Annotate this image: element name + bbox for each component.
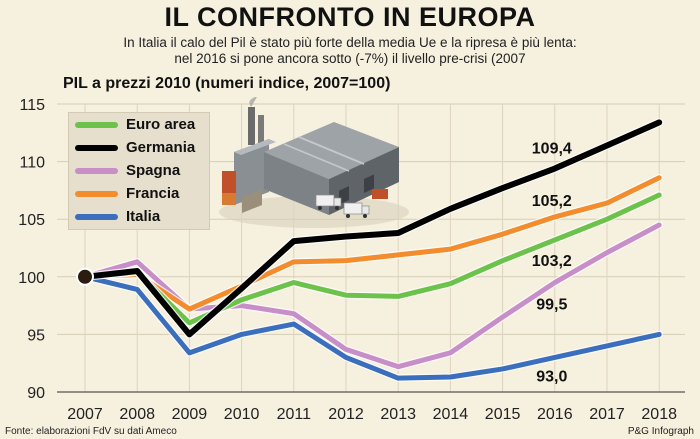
axis-layer: 90 95 100 105 110 115 2007 2008 2009 2010 2011 2012… bbox=[18, 97, 685, 423]
data-label: 93,0 bbox=[536, 368, 567, 385]
x-tick-label: 2014 bbox=[433, 406, 469, 423]
x-tick-label: 2013 bbox=[380, 406, 416, 423]
series-line-francia bbox=[82, 175, 662, 312]
x-tick-label: 2008 bbox=[119, 406, 155, 423]
legend-item-germania: Germania bbox=[69, 136, 209, 159]
legend-swatch bbox=[75, 144, 118, 151]
legend-label: Euro area bbox=[126, 116, 196, 133]
origin-point-marker bbox=[76, 267, 94, 286]
legend-swatch bbox=[75, 121, 118, 128]
warehouse-factory-illustration bbox=[219, 97, 409, 228]
x-tick-label: 2009 bbox=[172, 406, 208, 423]
legend-swatch bbox=[75, 190, 118, 197]
legend-label: Francia bbox=[126, 185, 180, 202]
series-line-germania bbox=[82, 119, 663, 338]
series-layer bbox=[76, 118, 664, 382]
subtitle: In Italia il calo del Pil è stato più fo… bbox=[0, 35, 700, 67]
x-tick-label: 2015 bbox=[485, 406, 521, 423]
data-label-layer: 103,2 109,4 99,5 105,2 93,0 bbox=[532, 141, 572, 386]
y-tick-label: 105 bbox=[18, 212, 45, 229]
legend-label: Italia bbox=[126, 208, 161, 225]
legend-item-spagna: Spagna bbox=[69, 159, 209, 182]
x-tick-label: 2016 bbox=[537, 406, 573, 423]
subtitle-line-1: In Italia il calo del Pil è stato più fo… bbox=[123, 35, 577, 50]
legend: Euro area Germania Spagna Francia Italia bbox=[68, 112, 210, 230]
data-label: 103,2 bbox=[532, 253, 572, 270]
y-tick-label: 115 bbox=[19, 97, 45, 114]
legend-swatch bbox=[75, 213, 118, 220]
credit: P&G Infograph bbox=[627, 426, 694, 437]
x-tick-label: 2017 bbox=[589, 406, 625, 423]
x-tick-label: 2018 bbox=[641, 406, 677, 423]
data-label: 109,4 bbox=[532, 141, 572, 158]
subtitle-line-2: nel 2016 si pone ancora sotto (-7%) il l… bbox=[174, 51, 526, 66]
legend-swatch bbox=[75, 167, 118, 174]
data-label: 99,5 bbox=[536, 297, 567, 314]
x-tick-label: 2007 bbox=[67, 406, 103, 423]
y-tick-label: 90 bbox=[27, 385, 45, 402]
legend-item-euro-area: Euro area bbox=[69, 113, 209, 136]
chart-title: PIL a prezzi 2010 (numeri indice, 2007=1… bbox=[63, 75, 391, 92]
legend-item-francia: Francia bbox=[69, 182, 209, 205]
legend-item-italia: Italia bbox=[69, 205, 209, 228]
y-tick-label: 110 bbox=[19, 155, 45, 172]
y-tick-label: 100 bbox=[18, 270, 45, 287]
series-line-euro-area bbox=[82, 192, 662, 326]
x-tick-label: 2011 bbox=[277, 406, 312, 423]
source-note: Fonte: elaborazioni FdV su dati Ameco bbox=[5, 426, 177, 437]
series-line-italia bbox=[82, 274, 662, 381]
x-tick-label: 2010 bbox=[224, 406, 260, 423]
legend-label: Germania bbox=[126, 139, 196, 156]
legend-label: Spagna bbox=[126, 162, 181, 179]
y-tick-label: 95 bbox=[27, 327, 45, 344]
data-label: 105,2 bbox=[532, 193, 572, 210]
page-title: IL CONFRONTO IN EUROPA bbox=[164, 2, 536, 32]
x-tick-label: 2012 bbox=[328, 406, 364, 423]
